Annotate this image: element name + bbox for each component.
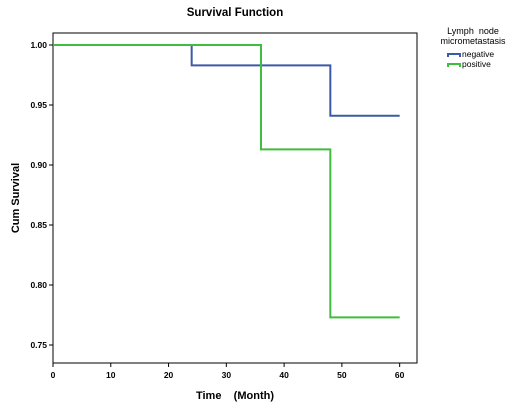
x-tick-label: 40: [279, 370, 289, 380]
y-axis-label: Cum Survival: [10, 163, 22, 233]
chart-title: Survival Function: [187, 7, 284, 19]
y-axis: 1.00 0.95 0.90 0.85 0.80 0.75: [30, 40, 53, 350]
y-tick-label: 0.75: [30, 340, 47, 350]
x-tick-label: 20: [164, 370, 174, 380]
x-tick-label: 60: [395, 370, 405, 380]
legend-title-line-2: micrometastasis: [440, 36, 506, 46]
legend-swatch-negative: [447, 53, 461, 57]
x-axis: 0 10 20 30 40 50 60: [51, 363, 405, 380]
y-tick-label: 0.80: [30, 280, 47, 290]
plot-frame: [52, 32, 418, 364]
y-tick-label: 0.90: [30, 160, 47, 170]
legend-swatch-positive: [447, 63, 461, 67]
legend-label-positive: positive: [462, 59, 491, 69]
x-axis-label: Time (Month): [196, 390, 274, 402]
x-tick-label: 30: [222, 370, 232, 380]
legend-title-line-1: Lymph node: [447, 26, 499, 36]
x-tick-label: 0: [51, 370, 56, 380]
legend: Lymph node micrometastasis negativeposit…: [440, 26, 506, 69]
y-tick-label: 0.85: [30, 220, 47, 230]
series-line-positive: [53, 44, 400, 319]
x-tick-label: 10: [106, 370, 116, 380]
y-tick-label: 0.95: [30, 100, 47, 110]
series-group: [53, 44, 400, 319]
y-tick-label: 1.00: [30, 40, 47, 50]
x-tick-label: 50: [337, 370, 347, 380]
legend-label-negative: negative: [462, 49, 494, 59]
